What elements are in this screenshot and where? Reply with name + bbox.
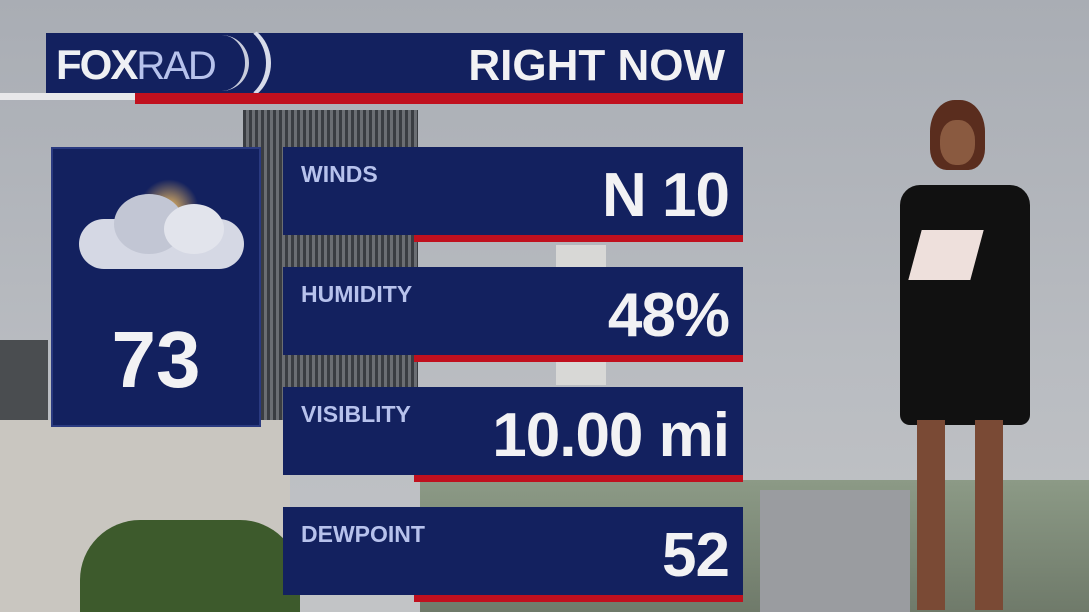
winds-red-strip bbox=[414, 235, 743, 242]
winds-label: WINDS bbox=[301, 161, 378, 187]
current-temperature: 73 bbox=[111, 315, 201, 404]
humidity-red-strip bbox=[414, 355, 743, 362]
visibility-red-strip bbox=[414, 475, 743, 482]
radar-waves-icon bbox=[196, 23, 271, 103]
winds-row: WINDS N 10 bbox=[283, 147, 743, 235]
dewpoint-label: DEWPOINT bbox=[301, 521, 425, 547]
winds-value: N 10 bbox=[602, 161, 730, 230]
visibility-value: 10.00 mi bbox=[492, 401, 730, 470]
header-bar: FOXRAD RIGHT NOW bbox=[46, 23, 743, 103]
header-red-strip bbox=[135, 93, 743, 104]
header-accent-line bbox=[0, 93, 135, 100]
humidity-row: HUMIDITY 48% bbox=[283, 267, 743, 355]
humidity-value: 48% bbox=[607, 281, 730, 350]
current-conditions-card: 73 bbox=[51, 147, 261, 427]
visibility-label: VISIBLITY bbox=[301, 401, 411, 427]
dewpoint-row: DEWPOINT 52 bbox=[283, 507, 743, 595]
visibility-row: VISIBLITY 10.00 mi bbox=[283, 387, 743, 475]
partly-cloudy-icon bbox=[69, 179, 249, 279]
radar-waves-icon-inner bbox=[194, 35, 249, 91]
dewpoint-red-strip bbox=[414, 595, 743, 602]
presenter bbox=[885, 100, 1035, 612]
foxrad-logo: FOXRAD bbox=[56, 41, 217, 88]
dewpoint-value: 52 bbox=[662, 521, 730, 590]
header-title: RIGHT NOW bbox=[468, 41, 725, 90]
humidity-label: HUMIDITY bbox=[301, 281, 413, 307]
